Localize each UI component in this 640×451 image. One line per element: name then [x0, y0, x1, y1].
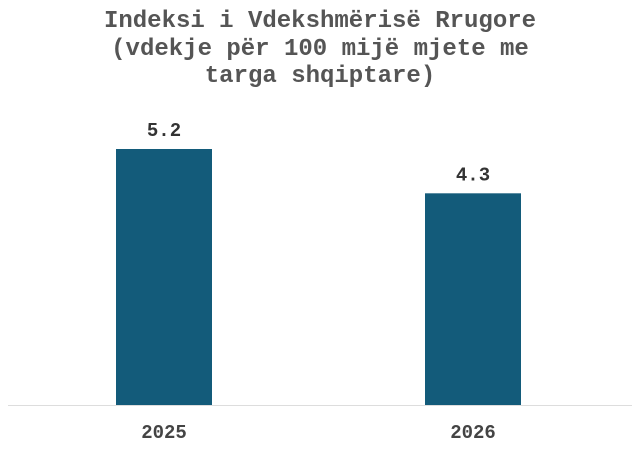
bar	[116, 149, 212, 405]
data-label: 4.3	[456, 164, 490, 186]
x-tick-label: 2026	[450, 422, 496, 444]
x-tick-label: 2025	[141, 422, 187, 444]
data-label: 5.2	[147, 120, 181, 142]
chart-title: Indeksi i Vdekshmërisë Rrugore (vdekje p…	[103, 8, 537, 90]
bar	[425, 193, 521, 405]
